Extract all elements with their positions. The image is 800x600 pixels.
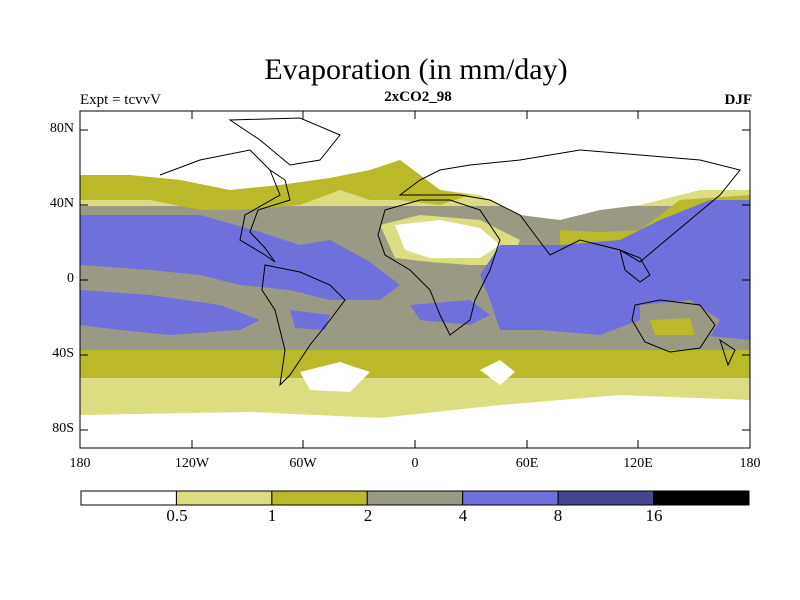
lat-tick-label: 40N (49, 196, 74, 211)
lon-tick-label: 60W (289, 456, 317, 471)
lon-tick-label: 120W (174, 456, 210, 471)
season-label: DJF (724, 92, 753, 108)
colorbar-swatch (366, 490, 464, 506)
colorbar-label: 16 (645, 506, 663, 525)
lat-tick-label: 80S (52, 421, 74, 436)
scenario-label: 2xCO2_98 (384, 89, 452, 105)
colorbar-swatch (557, 490, 655, 506)
coastlines (159, 117, 741, 387)
colorbar-label: 1 (267, 506, 277, 525)
colorbar-label: 2 (363, 506, 373, 525)
colorbar (80, 490, 750, 506)
lat-tick-label: 0 (67, 271, 74, 286)
colorbar-swatch (653, 490, 750, 506)
lat-tick-label: 40S (52, 346, 74, 361)
experiment-label: Expt = tcvvV (80, 92, 161, 108)
colorbar-swatch (175, 490, 273, 506)
lon-tick-label: 0 (411, 456, 419, 471)
contour-fill-layer (80, 111, 750, 448)
colorbar-label: 0.5 (166, 506, 188, 525)
axis-ticks (80, 111, 750, 448)
lon-tick-label: 60E (515, 456, 539, 471)
colorbar-label: 4 (458, 506, 468, 525)
lat-tick-label: 80N (49, 121, 74, 136)
colorbar-swatch (462, 490, 559, 506)
colorbar-swatch (271, 490, 368, 506)
colorbar-label: 8 (553, 506, 563, 525)
map-title: Evaporation (in mm/day) (264, 53, 568, 86)
lon-tick-label: 120E (623, 456, 653, 471)
colorbar-swatch (80, 490, 177, 506)
lon-tick-label: 180 (69, 456, 91, 471)
lon-tick-label: 180 (739, 456, 761, 471)
